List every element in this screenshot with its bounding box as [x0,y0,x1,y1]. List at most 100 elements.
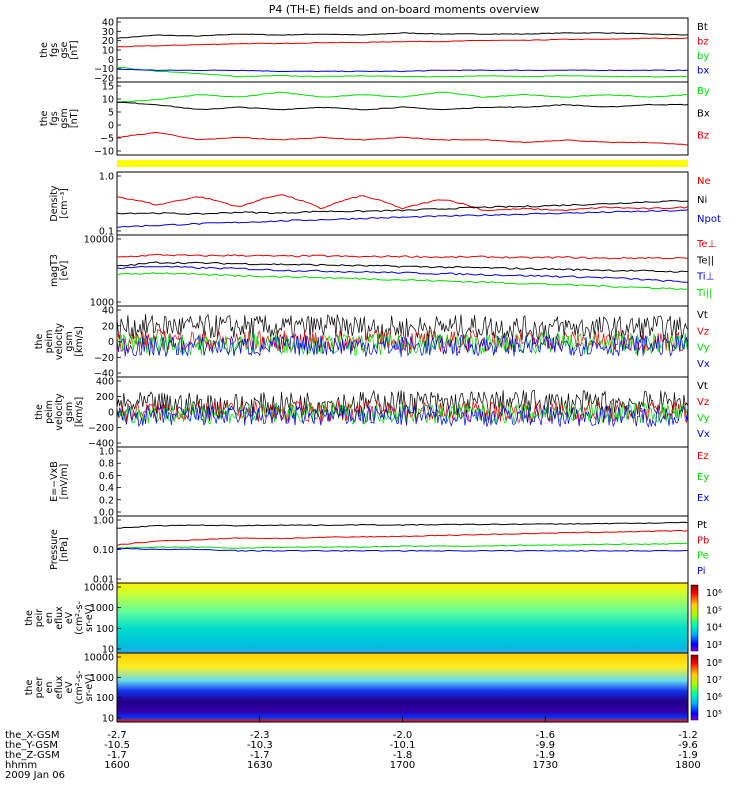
y-axis-label: [km/s] [74,397,85,427]
y-axis-label: peim [44,330,55,354]
y-axis-label: peim [44,400,55,424]
x-tick-label: -9.9 [535,740,555,751]
y-tick-label: 10000 [84,235,114,246]
y-tick-label: 1000 [90,673,114,684]
y-tick-label: 30 [102,27,114,38]
legend-ez: Ez [697,451,709,462]
y-tick-label: 100 [96,624,114,635]
y-tick-label: 400 [96,377,114,388]
y-tick-label: 5 [108,108,114,119]
legend-vt: Vt [697,310,708,321]
series-line-ti [116,272,689,291]
series-line-te [116,253,689,260]
legend-ti: Ti⊥ [696,272,714,283]
x-tick-label: -1.7 [107,750,127,761]
legend-ti: Ti|| [696,288,712,299]
y-axis-label: (cm²-s- [74,671,85,705]
legend-vx: Vx [697,359,710,370]
y-tick-label: 10000 [84,583,114,594]
y-tick-label: 0 [108,55,114,66]
y-tick-label: 10 [102,714,114,725]
x-tick-label: -1.2 [678,730,698,741]
colorbar-tick-label: 10⁶ [706,588,722,599]
series-line-bx [116,68,689,73]
legend-bx: Bx [697,108,710,119]
y-axis-label: Pressure [49,529,60,570]
y-tick-label: 0.4 [99,483,114,494]
series-line-vx [116,404,689,428]
legend-te: Te|| [696,255,714,266]
series-line-by [116,66,689,78]
y-axis-label: the [39,111,50,127]
y-tick-label: 0.8 [99,459,114,470]
y-tick-label: 20 [102,36,114,47]
legend-vx: Vx [697,429,710,440]
y-tick-label: 0.2 [99,495,114,506]
x-tick-label: -9.6 [678,740,698,751]
y-axis-label: en [44,612,55,624]
panel-density: 1.0 0.1 Density [cm⁻³] Ne Ni Npot [49,171,721,238]
legend-vy: Vy [697,343,710,354]
legend-pe: Pe [697,551,709,562]
y-tick-label: −200 [88,423,114,434]
y-tick-label: 200 [96,392,114,403]
colorbar-tick-label: 10⁶ [706,692,722,703]
series-line-vy [116,332,689,356]
panel-frame [116,17,689,83]
x-tick-label: -10.5 [104,740,130,751]
series-line-by [116,91,689,103]
x-row-label: the_Z-GSM [5,750,60,761]
legend-bt: Bt [697,22,708,33]
y-tick-label: 0.6 [99,471,114,482]
x-tick-label: 1600 [104,760,129,771]
y-tick-label: −20 [94,74,114,85]
y-axis-label: velocity [54,393,65,431]
y-tick-label: 10 [102,46,114,57]
spectrogram-fill [117,653,688,722]
y-tick-label: 40 [102,18,114,29]
panel-peim_velocity_2: 400 200 0 −200 −400 the peim velocity gsm [km/s] V… [34,376,710,450]
x-tick-label: 1730 [533,760,558,771]
panel-frame [116,446,689,517]
legend-npot: Npot [697,214,721,225]
series-line-pe [116,542,689,549]
y-axis-label: [mV/m] [59,464,70,500]
x-tick-label: -2.0 [393,730,413,741]
y-axis-label: the [24,680,35,696]
legend-pi: Pi [697,566,706,577]
y-axis-label: magT3 [49,254,60,287]
y-tick-label: −10 [94,64,114,75]
legend-ni: Ni [697,195,707,206]
panel-efield: 1.00.80.60.40.2 0.0 E=−VxB [mV/m] Ez Ey Ex [49,446,709,519]
legend-vz: Vz [697,326,709,337]
x-tick-label: -1.7 [250,750,270,761]
y-tick-label: 0 [108,337,114,348]
y-axis-label: Density [49,185,60,221]
y-axis-label: [cm⁻³] [59,188,70,219]
colorbar-tick-label: 10⁸ [706,658,722,669]
x-tick-label: -1.6 [535,730,555,741]
x-tick-label: 1800 [675,760,700,771]
series-line-bx [116,101,689,111]
y-tick-label: 1000 [90,298,114,309]
panel-frame [116,81,689,156]
series-line-ne [116,194,689,212]
x-row-label: the_Y-GSM [5,740,58,751]
y-tick-label: 1.0 [99,172,114,183]
panel-temperature: 10000 1000 magT3 [eV] Te⊥ Te|| Ti⊥ Ti|| [49,234,716,309]
spectrogram-fill [117,583,688,653]
y-tick-label: 0 [108,408,114,419]
series-line-vx [116,334,689,358]
series-line-vy [116,401,689,426]
y-tick-label: 20 [102,321,114,332]
panel-pressure: 1.00 0.10 0.01 Pressure [nPa] Pt Pb Pe Pi [49,515,709,586]
legend-te: Te⊥ [696,239,716,250]
y-tick-label: −400 [88,439,114,450]
legend-ex: Ex [697,493,709,504]
legend-ey: Ey [697,472,709,483]
y-axis-label: gsm [64,402,75,422]
series-line-vt [116,313,689,341]
chart-title: P4 (TH-E) fields and on-board moments ov… [269,3,540,16]
series-line-ti [116,265,688,283]
y-tick-label: 10000 [84,653,114,664]
